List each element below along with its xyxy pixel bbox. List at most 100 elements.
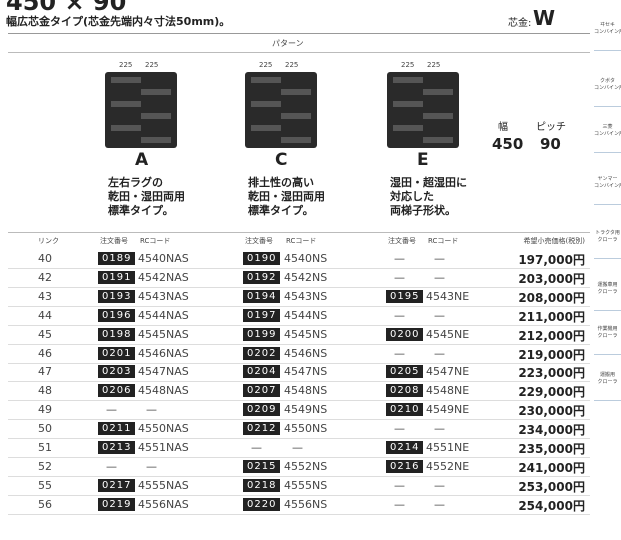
core-value: W bbox=[533, 6, 556, 30]
dim: 225 bbox=[285, 61, 299, 69]
order-number: — bbox=[251, 441, 262, 454]
pattern-description: 排土性の高い bbox=[248, 176, 314, 189]
lug bbox=[251, 125, 281, 131]
lug bbox=[111, 125, 141, 131]
order-number: 0198 bbox=[98, 327, 136, 341]
pattern-heading: パターン bbox=[272, 39, 304, 48]
row-rule bbox=[8, 362, 590, 364]
sidebar-text: 三菱 bbox=[602, 124, 613, 130]
sidebar-text: ヰセキ bbox=[599, 22, 615, 28]
rc-code: 4545NAS bbox=[138, 327, 189, 341]
rc-code: 4540NAS bbox=[138, 252, 189, 265]
order-number: 0214 bbox=[386, 441, 424, 454]
order-number: 0209 bbox=[243, 403, 281, 417]
link-count: 43 bbox=[38, 289, 52, 303]
rc-code: 4556NAS bbox=[138, 497, 189, 511]
row-rule bbox=[8, 419, 590, 421]
column-header: RCコード bbox=[286, 237, 317, 245]
rc-code: 4556NS bbox=[284, 497, 328, 511]
rc-code: 4544NAS bbox=[138, 308, 189, 322]
row-rule bbox=[8, 400, 590, 402]
lug bbox=[281, 113, 311, 119]
price: 234,000円 bbox=[518, 423, 585, 438]
rc-code: 4547NS bbox=[284, 365, 328, 379]
pattern-description: 湿田・超湿田に bbox=[390, 176, 467, 189]
price: 208,000円 bbox=[518, 290, 585, 305]
link-count: 56 bbox=[38, 497, 52, 511]
pattern-description: 乾田・湿田両用 bbox=[108, 190, 185, 203]
price: 211,000円 bbox=[518, 309, 585, 324]
price: 212,000円 bbox=[518, 328, 585, 343]
order-number: — bbox=[394, 422, 405, 436]
lug bbox=[111, 101, 141, 107]
row-rule bbox=[8, 513, 590, 515]
order-number: — bbox=[394, 252, 405, 265]
order-number: 0210 bbox=[386, 403, 424, 417]
rc-code: 4548NE bbox=[426, 384, 470, 398]
order-number: 0201 bbox=[98, 346, 136, 360]
price: 230,000円 bbox=[518, 404, 585, 419]
row-rule bbox=[8, 494, 590, 496]
sidebar-tab: 運搬用 クローラ bbox=[594, 372, 621, 401]
spec-value: 450 bbox=[492, 135, 524, 153]
order-number: 0205 bbox=[386, 365, 424, 379]
sidebar-text: クローラ bbox=[597, 333, 618, 339]
pattern-description: 両梯子形状。 bbox=[390, 204, 456, 217]
rc-code: 4542NAS bbox=[138, 270, 189, 284]
order-number: — bbox=[394, 308, 405, 322]
row-rule bbox=[8, 268, 590, 269]
pattern-description: 標準タイプ。 bbox=[108, 204, 174, 217]
order-number: 0193 bbox=[98, 289, 136, 303]
column-header: RCコード bbox=[428, 237, 459, 245]
lug bbox=[423, 137, 453, 143]
rc-code: 4543NAS bbox=[138, 289, 189, 303]
rc-code: — bbox=[146, 459, 157, 473]
sidebar-tab: 三菱コンバイン用 bbox=[594, 124, 621, 153]
order-number: 0217 bbox=[98, 478, 136, 492]
rule bbox=[8, 232, 590, 233]
lug bbox=[251, 101, 281, 107]
order-number: 0220 bbox=[243, 497, 281, 511]
price: 229,000円 bbox=[518, 385, 585, 400]
link-count: 46 bbox=[38, 346, 52, 360]
title: 450 × 90 bbox=[6, 0, 127, 16]
row-rule bbox=[8, 475, 590, 477]
order-number: — bbox=[394, 478, 405, 492]
order-number: 0213 bbox=[98, 441, 136, 454]
dim: 225 bbox=[259, 61, 273, 69]
price: 241,000円 bbox=[518, 460, 585, 475]
link-count: 44 bbox=[38, 308, 52, 322]
lug bbox=[141, 137, 171, 143]
order-number: 0218 bbox=[243, 478, 281, 492]
rc-code: — bbox=[146, 403, 157, 417]
order-number: 0200 bbox=[386, 327, 424, 341]
lug bbox=[393, 77, 423, 83]
sidebar-text: 運搬車用 bbox=[597, 282, 618, 288]
track-image bbox=[245, 72, 317, 148]
sidebar-text: ヤンマー bbox=[597, 176, 618, 182]
row-rule bbox=[8, 305, 590, 307]
order-number: 0189 bbox=[98, 252, 136, 265]
price: 235,000円 bbox=[518, 442, 585, 456]
pattern-code: E bbox=[417, 150, 429, 170]
rc-code: 4546NAS bbox=[138, 346, 189, 360]
sidebar-text: コンバイン用 bbox=[594, 29, 621, 35]
track-image bbox=[105, 72, 177, 148]
rc-code: 4546NS bbox=[284, 346, 328, 360]
order-number: 0208 bbox=[386, 384, 424, 398]
price: 219,000円 bbox=[518, 347, 585, 362]
rc-code: — bbox=[434, 346, 445, 360]
rc-code: 4548NS bbox=[284, 384, 328, 398]
order-number: 0215 bbox=[243, 459, 281, 473]
rc-code: — bbox=[292, 441, 303, 454]
sidebar-text: 運搬用 bbox=[599, 372, 615, 378]
price: 253,000円 bbox=[518, 479, 585, 494]
sidebar-tab: クボタコンバイン用 bbox=[594, 78, 621, 107]
column-header: 注文番号 bbox=[100, 237, 128, 245]
column-header: リンク bbox=[38, 237, 59, 245]
row-rule bbox=[8, 381, 590, 383]
rc-code: — bbox=[434, 478, 445, 492]
link-count: 50 bbox=[38, 422, 52, 436]
order-number: 0194 bbox=[243, 289, 281, 303]
lug bbox=[423, 113, 453, 119]
